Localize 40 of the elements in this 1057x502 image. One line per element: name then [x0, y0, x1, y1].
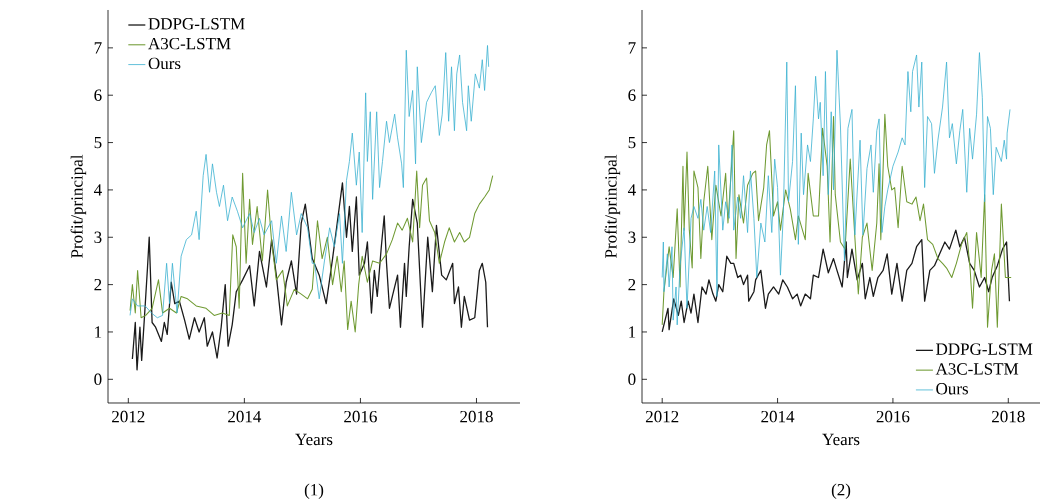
y-tick-label: 2 [94, 278, 102, 291]
y-tick-label: 2 [628, 278, 636, 291]
legend-label: Ours [148, 57, 181, 70]
x-tick-label: 2012 [645, 410, 679, 423]
line-series [129, 170, 494, 333]
y-axis-title: Profit/principal [604, 154, 621, 258]
y-tick-label: 7 [94, 42, 102, 54]
y-tick-label: 0 [94, 373, 102, 386]
text: (1) [304, 483, 324, 499]
legend-label: A3C-LSTM [935, 363, 1019, 375]
x-tick-label: 2014 [761, 410, 795, 423]
line-series [661, 113, 1012, 328]
x-tick-label: 2018 [460, 410, 493, 423]
y-tick-label: 1 [629, 326, 636, 338]
legend-label: Ours [936, 383, 968, 395]
y-tick-label: 4 [627, 184, 636, 196]
x-tick-label: 2016 [876, 410, 910, 423]
y-tick-label: 4 [93, 184, 102, 196]
y-tick-label: 6 [628, 89, 636, 101]
line-series [131, 182, 489, 371]
y-tick-label: 5 [628, 136, 636, 149]
y-tick-label: 6 [94, 89, 102, 101]
legend-label: DDPG-LSTM [936, 343, 1033, 355]
y-tick-label: 1 [95, 326, 102, 338]
y-axis-title: Profit/principal [70, 154, 87, 258]
line-series [661, 49, 1011, 326]
text: (2) [831, 483, 851, 499]
y-tick-label: 0 [628, 373, 636, 386]
x-axis-title: Years [295, 433, 333, 446]
legend-label: DDPG-LSTM [148, 18, 245, 30]
y-tick-label: 5 [94, 136, 102, 149]
y-tick-label: 3 [628, 231, 636, 243]
x-tick-label: 2012 [112, 410, 145, 423]
y-tick-label: 7 [628, 42, 636, 54]
x-tick-label: 2014 [228, 410, 262, 423]
x-tick-label: 2018 [992, 410, 1025, 423]
legend-label: A3C-LSTM [148, 37, 231, 50]
x-axis-title: Years [822, 433, 860, 446]
y-tick-label: 3 [94, 231, 102, 243]
x-tick-label: 2016 [344, 410, 377, 423]
